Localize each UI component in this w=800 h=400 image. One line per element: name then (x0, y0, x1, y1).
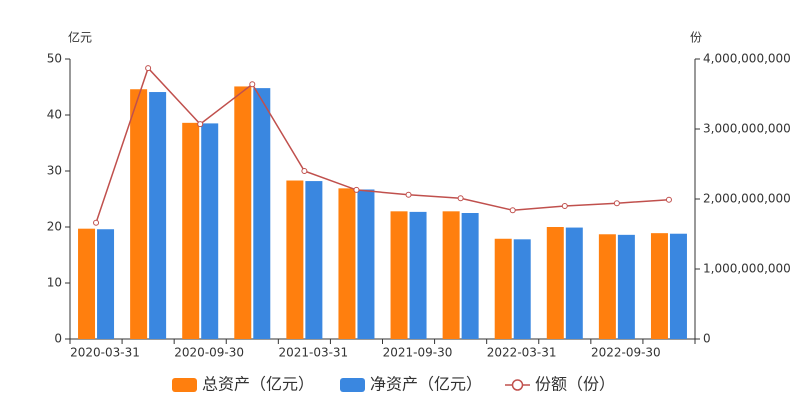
legend-label: 总资产（亿元） (202, 375, 314, 394)
legend-label: 份额（份） (535, 375, 615, 394)
y-tick-label: 30 (47, 164, 62, 178)
y-tick-label: 20 (47, 220, 62, 234)
line-point (561, 203, 568, 209)
bar (149, 92, 167, 339)
bar (305, 181, 323, 339)
y-tick-label: 0 (54, 332, 62, 346)
line-point (301, 168, 308, 174)
legend-swatch (511, 379, 524, 391)
bar (565, 227, 583, 339)
line-point (613, 200, 620, 207)
bar (182, 122, 200, 339)
bar (234, 86, 252, 339)
y2-tick-label: 2,000,000,000 (703, 192, 791, 206)
bar (669, 233, 687, 339)
line-point (249, 81, 256, 88)
legend-swatch (340, 378, 365, 392)
line-point (353, 186, 360, 193)
bar (598, 234, 616, 339)
bar (201, 123, 219, 340)
bar (442, 211, 460, 339)
y2-tick-label: 1,000,000,000 (703, 262, 791, 276)
line-point (665, 196, 672, 203)
legend-label: 净资产（亿元） (370, 375, 482, 394)
line-point (93, 219, 100, 226)
bar (494, 238, 512, 339)
x-tick-label: 2020-09-30 (174, 346, 244, 360)
y2-tick-label: 4,000,000,000 (703, 52, 791, 66)
bar (286, 180, 304, 339)
bar (338, 188, 356, 339)
bar (390, 211, 408, 339)
x-tick-label: 2022-03-31 (487, 346, 557, 360)
x-tick-label: 2021-09-30 (383, 346, 453, 360)
bar (513, 239, 531, 339)
line-point (145, 65, 152, 72)
bar (650, 233, 668, 339)
y2-axis-label: 份 (690, 31, 702, 45)
bar (78, 228, 96, 339)
bar (461, 213, 479, 339)
bar (546, 227, 564, 339)
line-point (197, 121, 204, 128)
bar (617, 234, 635, 339)
x-tick-label: 2022-09-30 (591, 346, 661, 360)
y2-tick-label: 3,000,000,000 (703, 122, 791, 136)
bar (97, 229, 115, 339)
legend-swatch (172, 378, 197, 392)
y-tick-label: 10 (47, 276, 62, 290)
y2-tick-label: 0 (703, 332, 711, 346)
x-tick-label: 2020-03-31 (70, 346, 140, 360)
bar (357, 189, 375, 339)
bar (130, 89, 148, 340)
bar (409, 211, 427, 339)
x-tick-label: 2021-03-31 (278, 346, 348, 360)
line-point (405, 191, 412, 198)
bar (253, 88, 271, 340)
y-tick-label: 50 (47, 52, 62, 66)
line-point (509, 207, 516, 214)
y-axis-label: 亿元 (68, 30, 92, 45)
line (95, 66, 670, 224)
y-tick-label: 40 (47, 108, 62, 122)
line-point (457, 195, 464, 202)
